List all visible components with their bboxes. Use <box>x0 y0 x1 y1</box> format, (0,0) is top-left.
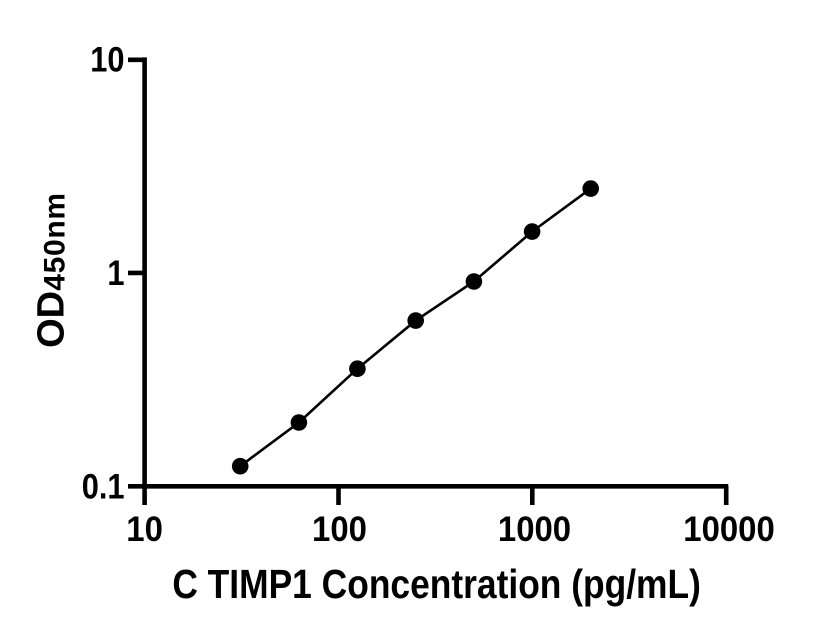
svg-text:10: 10 <box>90 40 124 79</box>
svg-text:OD: OD <box>31 291 73 348</box>
svg-text:10000: 10000 <box>683 510 774 549</box>
svg-text:1000: 1000 <box>498 510 571 549</box>
svg-text:C TIMP1 Concentration (pg/mL): C TIMP1 Concentration (pg/mL) <box>172 562 701 608</box>
svg-text:100: 100 <box>312 510 367 549</box>
svg-text:10: 10 <box>126 510 163 549</box>
svg-text:0.1: 0.1 <box>82 467 125 506</box>
svg-text:450nm: 450nm <box>39 192 72 291</box>
svg-text:1: 1 <box>107 253 124 292</box>
